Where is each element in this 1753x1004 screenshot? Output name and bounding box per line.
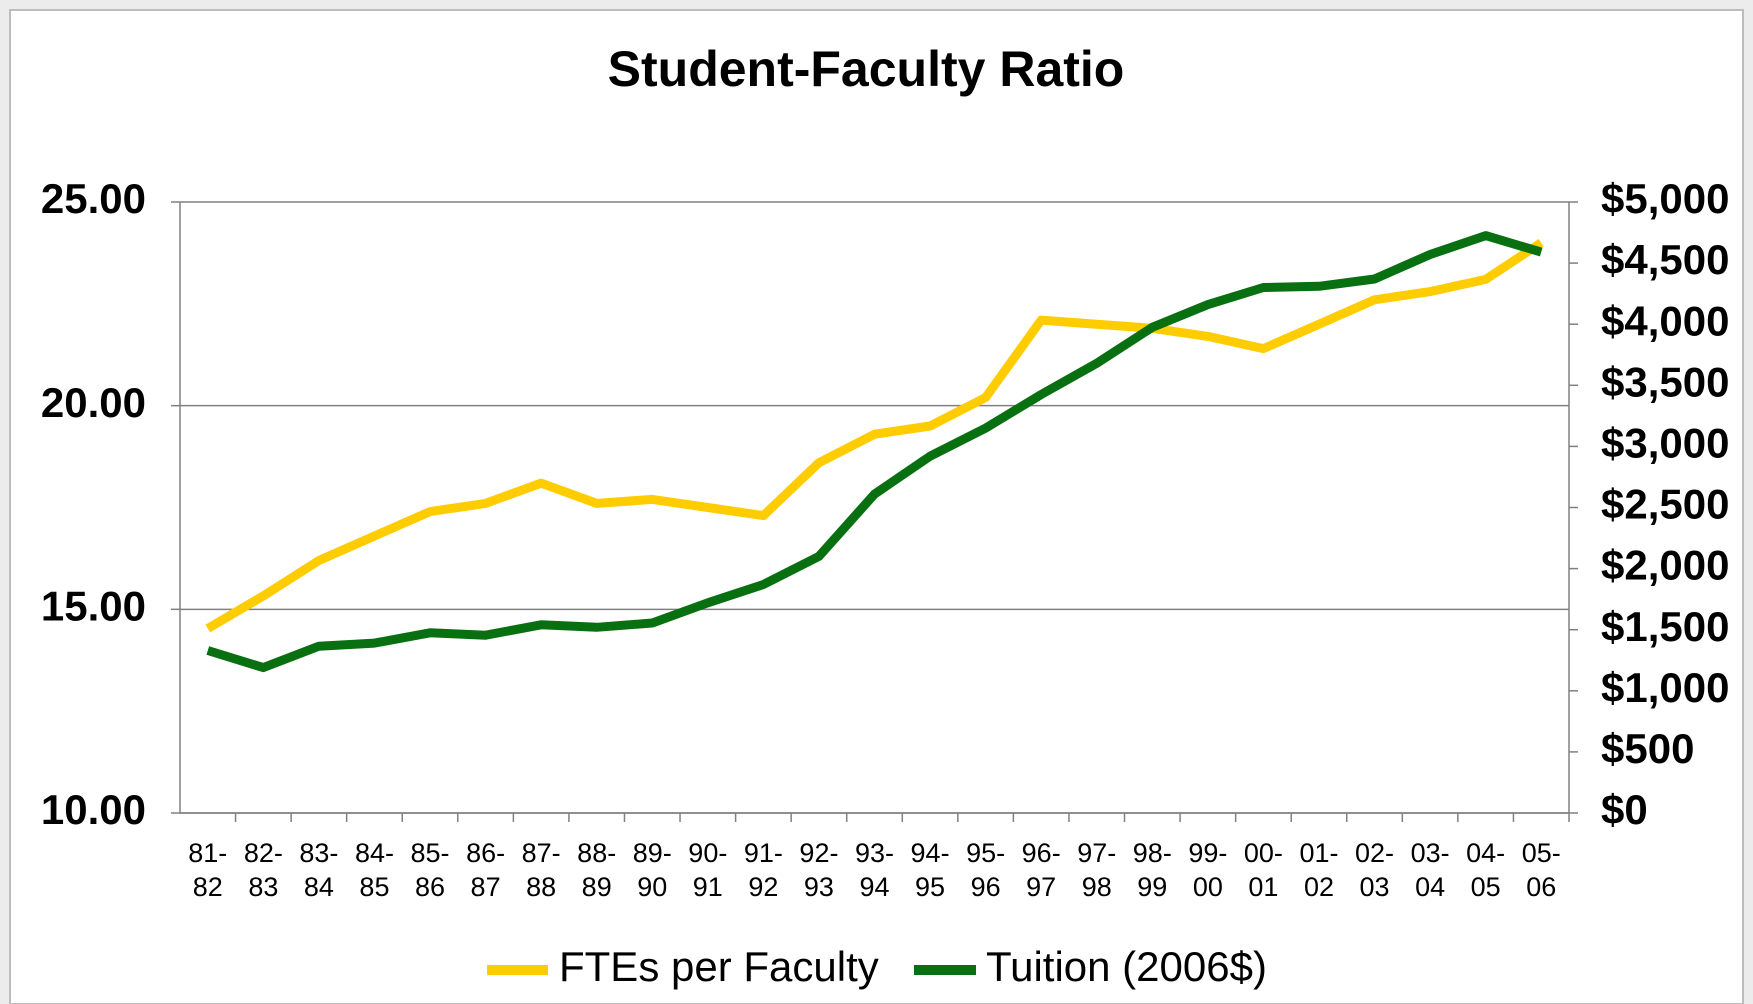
y2-tick-label: $1,000	[1601, 664, 1729, 711]
y2-tick-label: $5,000	[1601, 175, 1729, 222]
x-tick-label: 92-93	[799, 838, 838, 902]
x-tick-label: 82-83	[244, 838, 283, 902]
x-tick-label: 94-95	[911, 838, 950, 902]
x-tick-label: 04-05	[1466, 838, 1505, 902]
y2-tick-label: $4,000	[1601, 297, 1729, 344]
legend-label: Tuition (2006$)	[986, 943, 1267, 990]
x-tick-label: 02-03	[1355, 838, 1394, 902]
y-tick-label: 15.00	[41, 582, 146, 629]
chart-title: Student-Faculty Ratio	[608, 41, 1125, 97]
x-tick-label: 83-84	[299, 838, 338, 902]
y-tick-label: 10.00	[41, 786, 146, 833]
panel	[9, 9, 1744, 1004]
x-tick-label: 98-99	[1133, 838, 1172, 902]
x-tick-label: 00-01	[1244, 838, 1283, 902]
y2-tick-label: $0	[1601, 786, 1648, 833]
x-tick-label: 88-89	[577, 838, 616, 902]
y2-tick-label: $500	[1601, 725, 1694, 772]
x-tick-label: 95-96	[966, 838, 1005, 902]
x-tick-label: 97-98	[1077, 838, 1116, 902]
x-tick-label: 93-94	[855, 838, 894, 902]
x-tick-label: 90-91	[688, 838, 727, 902]
y2-tick-label: $2,000	[1601, 542, 1729, 589]
x-tick-label: 87-88	[522, 838, 561, 902]
series-line	[206, 231, 1543, 673]
y-tick-label: 20.00	[41, 379, 146, 426]
x-tick-label: 99-00	[1188, 838, 1227, 902]
y2-tick-label: $2,500	[1601, 481, 1729, 528]
x-tick-label: 84-85	[355, 838, 394, 902]
legend-label: FTEs per Faculty	[559, 943, 879, 990]
series-line	[205, 238, 1544, 633]
y2-tick-label: $3,000	[1601, 419, 1729, 466]
x-tick-label: 03-04	[1411, 838, 1450, 902]
y2-tick-label: $1,500	[1601, 603, 1729, 650]
y2-tick-label: $3,500	[1601, 358, 1729, 405]
x-tick-label: 86-87	[466, 838, 505, 902]
y2-tick-label: $4,500	[1601, 236, 1729, 283]
y-tick-label: 25.00	[41, 175, 146, 222]
x-tick-label: 01-02	[1299, 838, 1338, 902]
x-tick-label: 85-86	[411, 838, 450, 902]
x-tick-label: 05-06	[1522, 838, 1561, 902]
x-tick-label: 91-92	[744, 838, 783, 902]
x-tick-label: 81-82	[188, 838, 227, 902]
x-tick-label: 96-97	[1022, 838, 1061, 902]
x-tick-label: 89-90	[633, 838, 672, 902]
